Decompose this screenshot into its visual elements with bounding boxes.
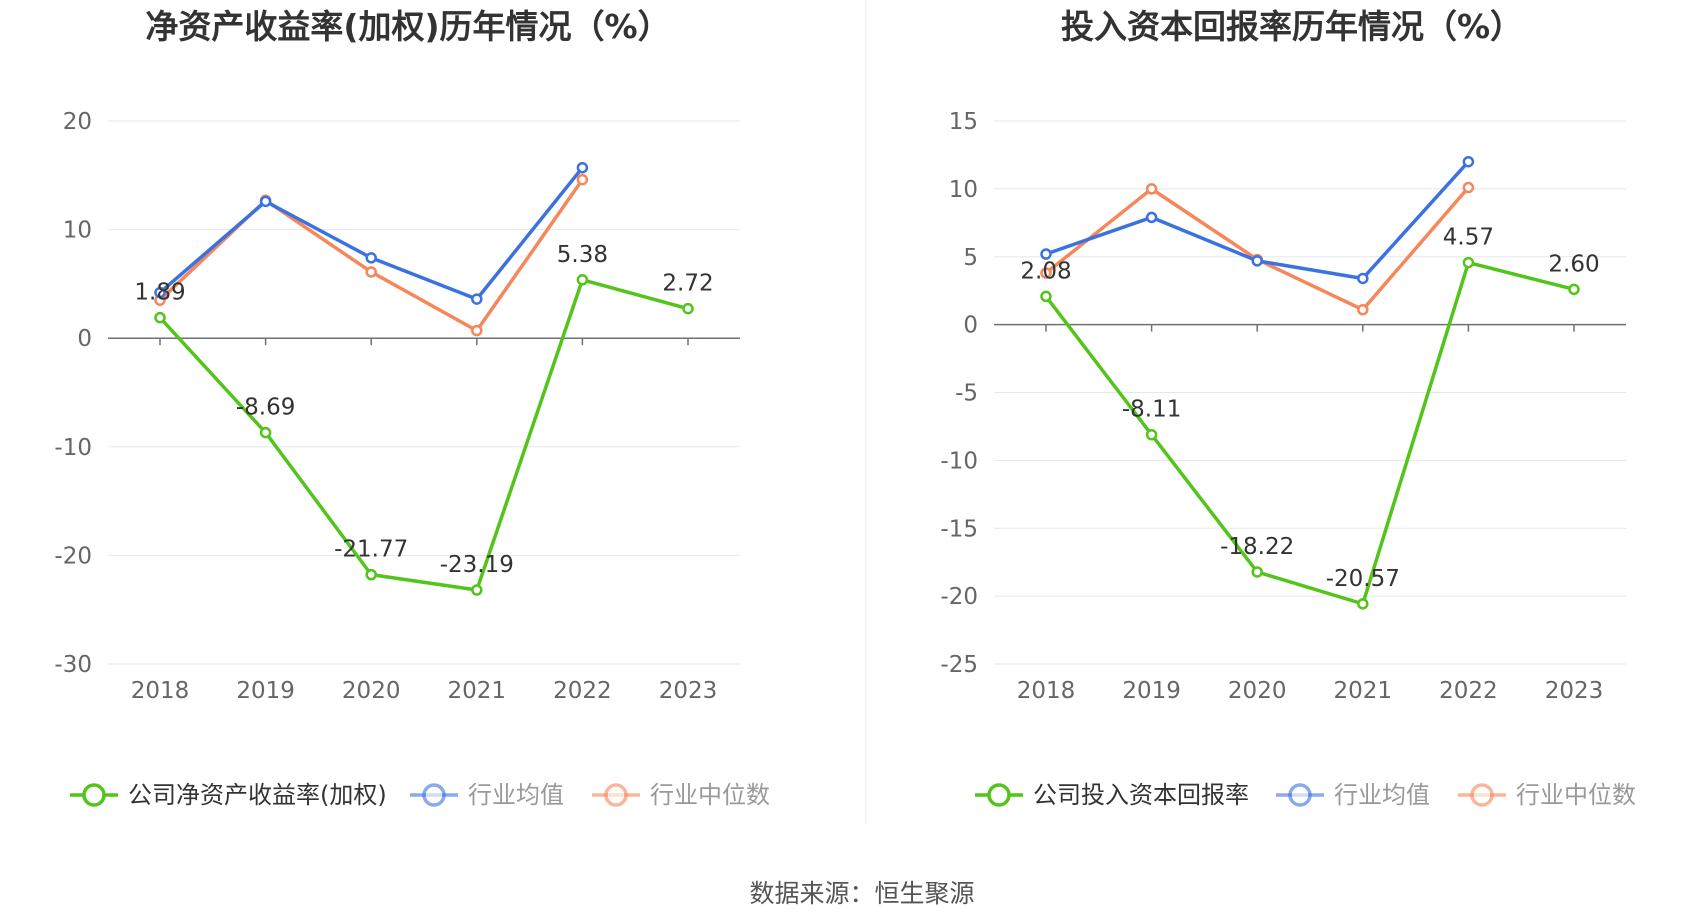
y-tick-label: 0 bbox=[77, 326, 92, 352]
data-label: -20.57 bbox=[1326, 566, 1400, 592]
x-tick-label: 2018 bbox=[131, 678, 190, 704]
data-point bbox=[259, 426, 272, 439]
data-point bbox=[1462, 181, 1475, 194]
series-line bbox=[1044, 260, 1575, 606]
data-label: 1.89 bbox=[134, 280, 185, 306]
y-tick-label: 10 bbox=[63, 218, 92, 244]
data-point bbox=[259, 195, 272, 208]
chart-title: 投入资本回报率历年情况（%） bbox=[1061, 7, 1523, 46]
data-label: 5.38 bbox=[557, 242, 608, 268]
data-point bbox=[1357, 598, 1369, 610]
x-tick-label: 2022 bbox=[1439, 678, 1498, 704]
y-tick-label: -20 bbox=[54, 543, 92, 569]
data-label: 2.72 bbox=[662, 271, 713, 297]
series-line bbox=[1044, 186, 1470, 312]
y-tick-label: 0 bbox=[963, 313, 978, 339]
y-tick-label: -5 bbox=[955, 381, 978, 407]
x-tick-label: 2019 bbox=[1122, 678, 1181, 704]
roe-chart: 净资产收益率(加权)历年情况（%） 20 10 0 -10 -20 -30 2018 2019 2… bbox=[54, 7, 770, 809]
data-point bbox=[1462, 155, 1475, 168]
source-note: 数据来源：恒生聚源 bbox=[749, 879, 974, 908]
data-point bbox=[1357, 272, 1369, 285]
data-point bbox=[1145, 211, 1158, 224]
legend-swatch-marker bbox=[987, 783, 1011, 807]
legend-label: 行业中位数 bbox=[650, 781, 770, 809]
data-label: -8.11 bbox=[1122, 397, 1182, 423]
data-point bbox=[471, 324, 483, 337]
data-point bbox=[1040, 267, 1052, 279]
data-point bbox=[1040, 290, 1052, 303]
y-tick-label: -20 bbox=[940, 584, 978, 610]
legend-label: 行业均值 bbox=[468, 781, 564, 809]
data-point bbox=[1357, 303, 1369, 316]
legend-swatch-marker bbox=[82, 783, 106, 807]
y-tick-label: -15 bbox=[940, 516, 978, 542]
data-point bbox=[471, 584, 483, 596]
data-point bbox=[1145, 428, 1158, 441]
legend-swatch-marker bbox=[604, 783, 628, 807]
chart-title: 净资产收益率(加权)历年情况（%） bbox=[145, 7, 670, 46]
data-label: 4.57 bbox=[1443, 225, 1494, 251]
data-point bbox=[1040, 248, 1052, 260]
data-point bbox=[1251, 566, 1263, 578]
x-tick-label: 2021 bbox=[1334, 678, 1393, 704]
data-point bbox=[576, 161, 589, 174]
data-point bbox=[682, 302, 694, 315]
data-point bbox=[471, 293, 483, 305]
x-tick-label: 2020 bbox=[342, 678, 401, 704]
data-point bbox=[1568, 283, 1580, 296]
legend-label: 行业中位数 bbox=[1516, 781, 1636, 809]
data-point bbox=[576, 173, 589, 186]
data-point bbox=[365, 568, 377, 581]
legend-label: 公司投入资本回报率 bbox=[1033, 781, 1249, 809]
x-tick-label: 2023 bbox=[659, 678, 718, 704]
legend-swatch-marker bbox=[1470, 783, 1494, 807]
data-label: 2.60 bbox=[1548, 251, 1599, 277]
data-label: -8.69 bbox=[236, 395, 296, 421]
x-tick-label: 2019 bbox=[236, 678, 295, 704]
data-point bbox=[1251, 255, 1263, 267]
data-point bbox=[154, 311, 166, 324]
data-point bbox=[576, 274, 589, 286]
y-tick-label: -10 bbox=[54, 435, 92, 461]
data-point bbox=[365, 252, 377, 264]
legend-label: 行业均值 bbox=[1334, 781, 1430, 809]
y-tick-label: 5 bbox=[963, 245, 978, 271]
data-point bbox=[1462, 256, 1475, 269]
legend-swatch-marker bbox=[422, 783, 446, 807]
series-line bbox=[158, 278, 689, 592]
x-tick-label: 2018 bbox=[1017, 678, 1076, 704]
data-point bbox=[154, 286, 166, 299]
y-tick-label: 10 bbox=[949, 177, 978, 203]
legend-label: 公司净资产收益率(加权) bbox=[128, 781, 387, 809]
data-label: 2.08 bbox=[1020, 258, 1071, 284]
legend-swatch-marker bbox=[1288, 783, 1312, 807]
x-tick-label: 2022 bbox=[553, 678, 612, 704]
series-line bbox=[158, 166, 584, 301]
y-tick-label: -10 bbox=[940, 448, 978, 474]
roic-chart: 投入资本回报率历年情况（%） 15 10 5 0 -5 -10 -15 -20 -25 2018 20… bbox=[940, 7, 1636, 809]
data-label: -18.22 bbox=[1220, 534, 1294, 560]
data-point bbox=[1145, 183, 1158, 195]
data-label: -23.19 bbox=[440, 552, 514, 578]
y-tick-label: -30 bbox=[54, 652, 92, 678]
x-tick-label: 2023 bbox=[1545, 678, 1604, 704]
data-label: -21.77 bbox=[334, 537, 408, 563]
y-tick-label: 20 bbox=[63, 109, 92, 135]
x-tick-label: 2021 bbox=[448, 678, 507, 704]
y-tick-label: -25 bbox=[940, 652, 978, 678]
x-tick-label: 2020 bbox=[1228, 678, 1287, 704]
y-tick-label: 15 bbox=[949, 109, 978, 135]
data-point bbox=[365, 266, 377, 278]
